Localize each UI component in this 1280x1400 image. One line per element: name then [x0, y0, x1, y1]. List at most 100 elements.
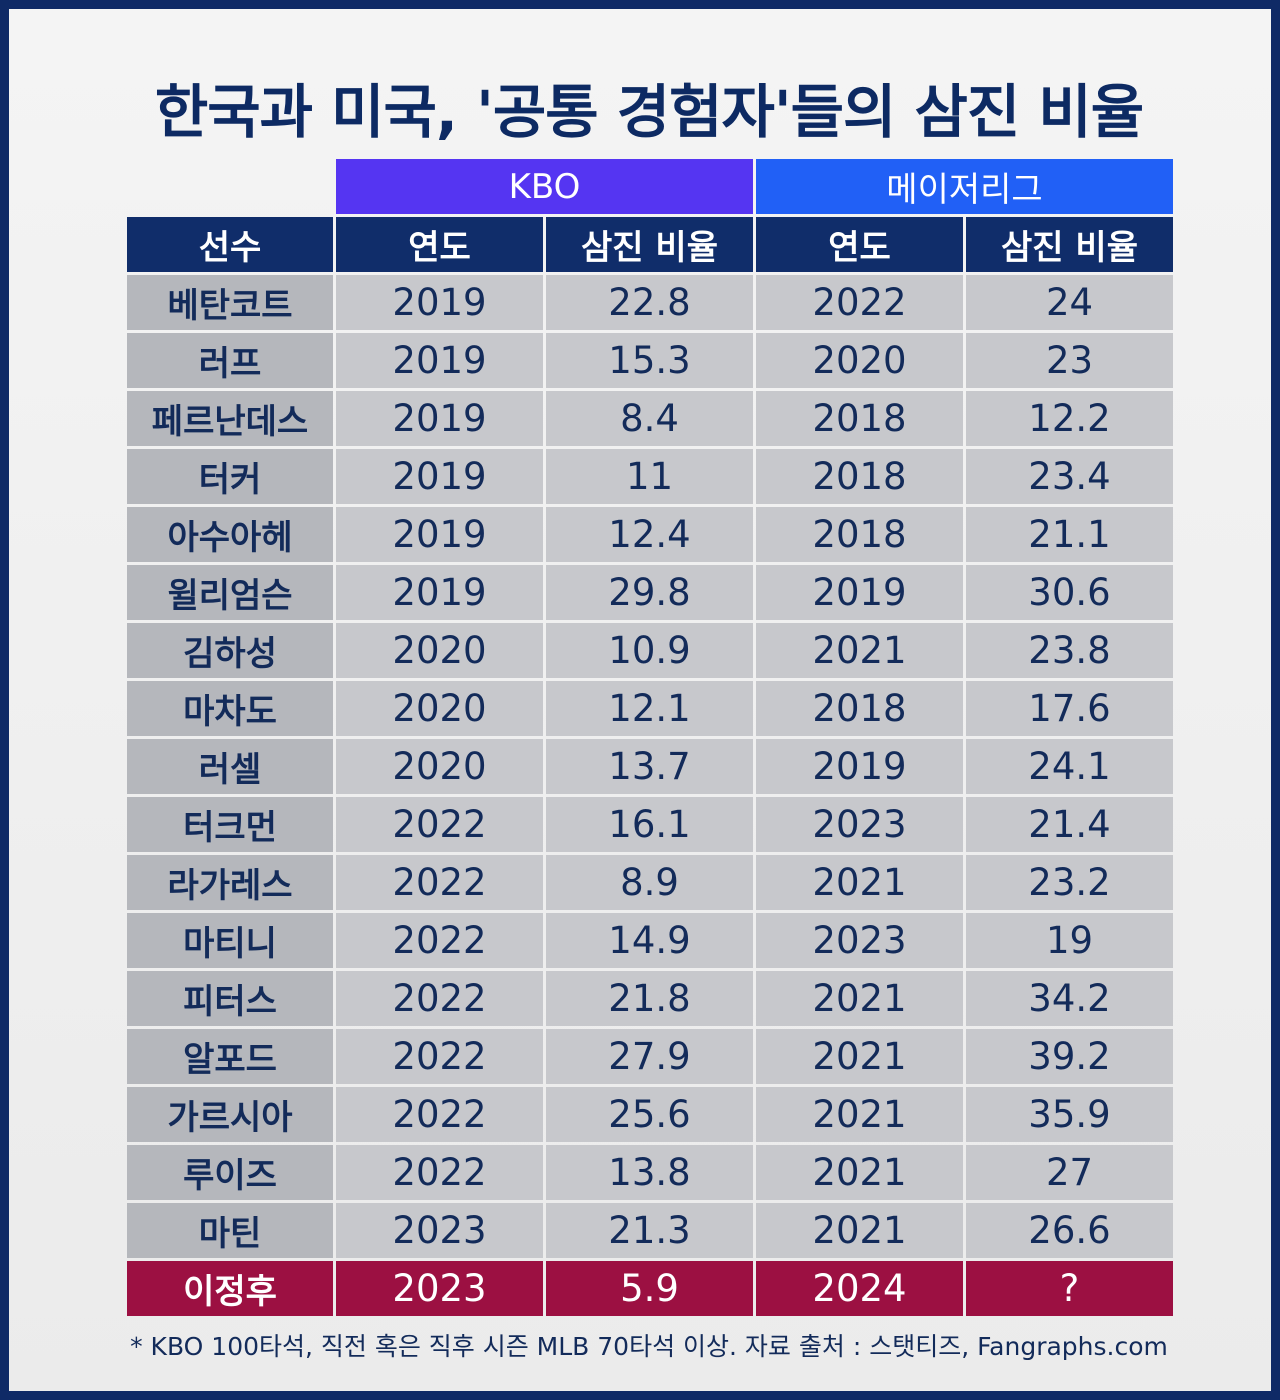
column-header-player: 선수 [127, 217, 333, 272]
column-header-row: 선수 연도 삼진 비율 연도 삼진 비율 [127, 217, 1173, 272]
table-row: 베탄코트 2019 22.8 2022 24 [127, 275, 1173, 330]
kbo-k-rate-cell: 10.9 [546, 623, 753, 678]
player-name-cell: 터크먼 [127, 797, 333, 852]
kbo-year-cell: 2022 [336, 913, 543, 968]
kbo-k-rate-cell: 25.6 [546, 1087, 753, 1142]
mlb-k-rate-cell: 24 [966, 275, 1173, 330]
mlb-k-rate-cell: 27 [966, 1145, 1173, 1200]
table-row: 페르난데스 2019 8.4 2018 12.2 [127, 391, 1173, 446]
player-name-cell: 라가레스 [127, 855, 333, 910]
mlb-k-rate-cell: 23.4 [966, 449, 1173, 504]
mlb-year-cell: 2020 [756, 333, 963, 388]
table-row: 가르시아 2022 25.6 2021 35.9 [127, 1087, 1173, 1142]
mlb-year-cell: 2018 [756, 449, 963, 504]
kbo-k-rate-cell: 13.8 [546, 1145, 753, 1200]
kbo-k-rate-cell: 13.7 [546, 739, 753, 794]
kbo-k-rate-cell: 21.8 [546, 971, 753, 1026]
mlb-k-rate-cell: 34.2 [966, 971, 1173, 1026]
table-row: 아수아헤 2019 12.4 2018 21.1 [127, 507, 1173, 562]
kbo-k-rate-cell: 12.1 [546, 681, 753, 736]
player-name-cell: 루이즈 [127, 1145, 333, 1200]
table-row: 마차도 2020 12.1 2018 17.6 [127, 681, 1173, 736]
mlb-k-rate-cell: 17.6 [966, 681, 1173, 736]
kbo-year-cell: 2019 [336, 507, 543, 562]
table-row: 터크먼 2022 16.1 2023 21.4 [127, 797, 1173, 852]
mlb-year-cell: 2021 [756, 855, 963, 910]
mlb-year-cell: 2019 [756, 739, 963, 794]
mlb-year-cell: 2021 [756, 971, 963, 1026]
mlb-year-cell: 2024 [756, 1261, 963, 1316]
player-name-cell: 터커 [127, 449, 333, 504]
player-name-cell: 아수아헤 [127, 507, 333, 562]
kbo-year-cell: 2022 [336, 1145, 543, 1200]
kbo-k-rate-cell: 29.8 [546, 565, 753, 620]
column-header-mlb-year: 연도 [756, 217, 963, 272]
table-row: 마틴 2023 21.3 2021 26.6 [127, 1203, 1173, 1258]
kbo-k-rate-cell: 16.1 [546, 797, 753, 852]
mlb-k-rate-cell: 35.9 [966, 1087, 1173, 1142]
mlb-k-rate-cell: 26.6 [966, 1203, 1173, 1258]
group-header-mlb: 메이저리그 [756, 159, 1173, 214]
table-row: 러프 2019 15.3 2020 23 [127, 333, 1173, 388]
kbo-year-cell: 2020 [336, 623, 543, 678]
player-name-cell: 이정후 [127, 1261, 333, 1316]
mlb-year-cell: 2019 [756, 565, 963, 620]
column-header-kbo-k-rate: 삼진 비율 [546, 217, 753, 272]
kbo-year-cell: 2020 [336, 681, 543, 736]
highlight-row: 이정후 2023 5.9 2024? [127, 1261, 1173, 1316]
player-name-cell: 김하성 [127, 623, 333, 678]
kbo-year-cell: 2022 [336, 1087, 543, 1142]
mlb-k-rate-cell: 24.1 [966, 739, 1173, 794]
kbo-k-rate-cell: 21.3 [546, 1203, 753, 1258]
player-name-cell: 마티니 [127, 913, 333, 968]
kbo-k-rate-cell: 22.8 [546, 275, 753, 330]
table-row: 윌리엄슨 2019 29.8 2019 30.6 [127, 565, 1173, 620]
mlb-k-rate-cell: 30.6 [966, 565, 1173, 620]
table-row: 라가레스 2022 8.9 2021 23.2 [127, 855, 1173, 910]
mlb-year-cell: 2023 [756, 913, 963, 968]
kbo-year-cell: 2022 [336, 971, 543, 1026]
kbo-k-rate-cell: 15.3 [546, 333, 753, 388]
kbo-year-cell: 2019 [336, 391, 543, 446]
mlb-year-cell: 2018 [756, 507, 963, 562]
mlb-year-cell: 2022 [756, 275, 963, 330]
column-header-mlb-k-rate: 삼진 비율 [966, 217, 1173, 272]
mlb-year-cell: 2018 [756, 681, 963, 736]
kbo-year-cell: 2022 [336, 797, 543, 852]
mlb-k-rate-cell: 23 [966, 333, 1173, 388]
mlb-year-cell: 2018 [756, 391, 963, 446]
mlb-k-rate-cell: 23.2 [966, 855, 1173, 910]
player-name-cell: 피터스 [127, 971, 333, 1026]
kbo-k-rate-cell: 14.9 [546, 913, 753, 968]
mlb-k-rate-cell: ? [966, 1261, 1173, 1316]
chart-title: 한국과 미국, '공통 경험자'들의 삼진 비율 [154, 78, 1144, 146]
kbo-year-cell: 2019 [336, 565, 543, 620]
table-row: 터커 2019 11 2018 23.4 [127, 449, 1173, 504]
player-name-cell: 마틴 [127, 1203, 333, 1258]
kbo-year-cell: 2020 [336, 739, 543, 794]
table-row: 마티니 2022 14.9 2023 19 [127, 913, 1173, 968]
column-header-kbo-year: 연도 [336, 217, 543, 272]
mlb-year-cell: 2021 [756, 1145, 963, 1200]
kbo-k-rate-cell: 5.9 [546, 1261, 753, 1316]
mlb-k-rate-cell: 19 [966, 913, 1173, 968]
strikeout-table: KBO 메이저리그 선수 연도 삼진 비율 연도 삼진 비율 베탄코트 2019 2… [124, 156, 1176, 1319]
mlb-k-rate-cell: 39.2 [966, 1029, 1173, 1084]
player-name-cell: 러셀 [127, 739, 333, 794]
group-header-kbo: KBO [336, 159, 753, 214]
kbo-k-rate-cell: 8.4 [546, 391, 753, 446]
group-header-blank [127, 159, 333, 214]
player-name-cell: 페르난데스 [127, 391, 333, 446]
mlb-k-rate-cell: 12.2 [966, 391, 1173, 446]
kbo-k-rate-cell: 8.9 [546, 855, 753, 910]
kbo-year-cell: 2019 [336, 275, 543, 330]
mlb-year-cell: 2023 [756, 797, 963, 852]
table-row: 김하성 2020 10.9 2021 23.8 [127, 623, 1173, 678]
player-name-cell: 마차도 [127, 681, 333, 736]
mlb-year-cell: 2021 [756, 1029, 963, 1084]
player-name-cell: 가르시아 [127, 1087, 333, 1142]
table-row: 알포드 2022 27.9 2021 39.2 [127, 1029, 1173, 1084]
table-row: 루이즈 2022 13.8 2021 27 [127, 1145, 1173, 1200]
kbo-year-cell: 2019 [336, 333, 543, 388]
